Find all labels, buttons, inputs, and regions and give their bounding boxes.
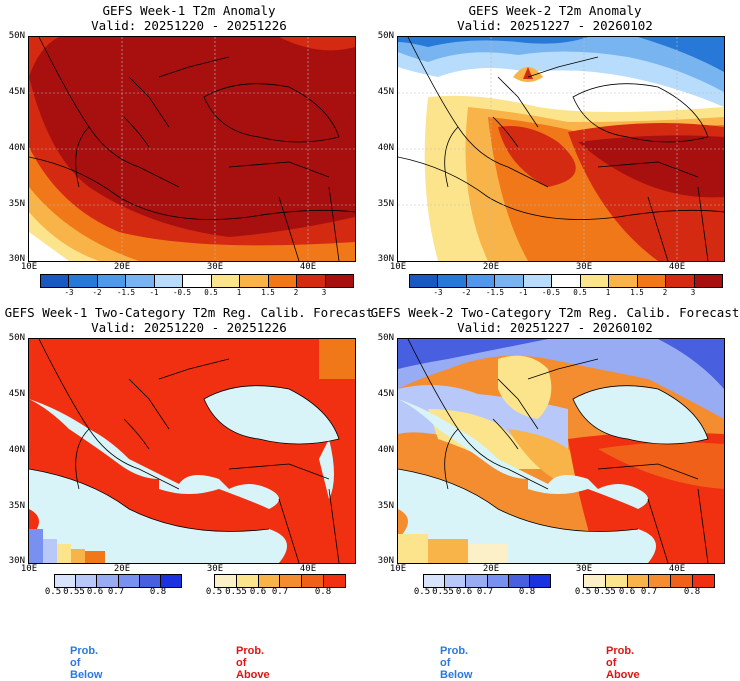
panel-valid-dates: Valid: 20251220 - 20251226 xyxy=(91,320,287,335)
lon-label: 40E xyxy=(299,262,317,272)
colorbar-tick: -1.5 xyxy=(116,288,136,297)
lat-label: 30N xyxy=(8,556,25,566)
lat-label: 45N xyxy=(8,87,25,97)
colorbar-tick: 1.5 xyxy=(261,288,275,297)
lat-label: 40N xyxy=(377,445,394,455)
lat-label: 40N xyxy=(8,143,25,153)
colorbar-tick: -1 xyxy=(518,288,528,297)
panel-title: GEFS Week-1 T2m Anomaly xyxy=(102,3,276,18)
lat-label: 35N xyxy=(377,501,394,511)
anomaly-colorbar xyxy=(40,274,354,288)
above-tick: 0.8 xyxy=(314,587,332,597)
below-tick: 0.6 xyxy=(455,587,473,597)
map-week2-anomaly xyxy=(397,36,725,262)
colorbar-tick: -2 xyxy=(461,288,471,297)
lat-label: 45N xyxy=(377,87,394,97)
prob-above-label: Prob. of Above xyxy=(606,645,640,681)
lon-label: 20E xyxy=(113,564,131,574)
colorbar-tick: 2 xyxy=(293,288,299,297)
below-tick: 0.8 xyxy=(149,587,167,597)
lat-label: 45N xyxy=(8,389,25,399)
lat-label: 50N xyxy=(8,31,25,41)
above-tick: 0.8 xyxy=(683,587,701,597)
lon-label: 30E xyxy=(206,262,224,272)
colorbar-tick: 1 xyxy=(605,288,611,297)
colorbar-tick: 1 xyxy=(236,288,242,297)
prob-below-label: Prob. of Below xyxy=(70,645,103,681)
above-colorbar xyxy=(583,574,715,588)
lat-label: 30N xyxy=(377,254,394,264)
colorbar-tick: -0.5 xyxy=(172,288,192,297)
lat-label: 50N xyxy=(377,31,394,41)
lon-label: 30E xyxy=(206,564,224,574)
lon-label: 40E xyxy=(668,262,686,272)
lat-label: 35N xyxy=(8,199,25,209)
colorbar-tick: -0.5 xyxy=(541,288,561,297)
above-tick: 0.55 xyxy=(594,587,616,597)
colorbar-tick: 3 xyxy=(321,288,327,297)
below-tick: 0.55 xyxy=(432,587,454,597)
above-colorbar xyxy=(214,574,346,588)
lat-label: 35N xyxy=(8,501,25,511)
lat-label: 40N xyxy=(8,445,25,455)
colorbar-tick: 1.5 xyxy=(630,288,644,297)
above-tick: 0.6 xyxy=(618,587,636,597)
below-tick: 0.55 xyxy=(63,587,85,597)
lon-label: 40E xyxy=(299,564,317,574)
above-tick: 0.55 xyxy=(225,587,247,597)
lon-label: 20E xyxy=(482,262,500,272)
lat-label: 40N xyxy=(377,143,394,153)
map-week2-probability xyxy=(397,338,725,564)
panel-title: GEFS Week-2 T2m Anomaly xyxy=(468,3,642,18)
above-tick: 0.5 xyxy=(205,587,223,597)
lon-label: 20E xyxy=(113,262,131,272)
lat-label: 45N xyxy=(377,389,394,399)
lon-label: 10E xyxy=(389,262,407,272)
lon-label: 40E xyxy=(668,564,686,574)
below-tick: 0.6 xyxy=(86,587,104,597)
lat-label: 50N xyxy=(8,333,25,343)
prob-below-label: Prob. of Below xyxy=(440,645,473,681)
lon-label: 10E xyxy=(20,262,38,272)
colorbar-tick: 2 xyxy=(662,288,668,297)
lon-label: 20E xyxy=(482,564,500,574)
map-week1-anomaly xyxy=(28,36,356,262)
colorbar-tick: -1 xyxy=(149,288,159,297)
lon-label: 30E xyxy=(575,564,593,574)
colorbar-tick: 3 xyxy=(690,288,696,297)
above-tick: 0.7 xyxy=(640,587,658,597)
colorbar-tick: 0.5 xyxy=(204,288,218,297)
panel-valid-dates: Valid: 20251220 - 20251226 xyxy=(91,18,287,33)
colorbar-tick: -3 xyxy=(64,288,74,297)
below-tick: 0.5 xyxy=(44,587,62,597)
colorbar-tick: 0.5 xyxy=(573,288,587,297)
below-colorbar xyxy=(423,574,551,588)
colorbar-tick: -1.5 xyxy=(485,288,505,297)
above-tick: 0.6 xyxy=(249,587,267,597)
colorbar-tick: -3 xyxy=(433,288,443,297)
lon-label: 10E xyxy=(20,564,38,574)
below-tick: 0.8 xyxy=(518,587,536,597)
map-week1-probability xyxy=(28,338,356,564)
below-tick: 0.7 xyxy=(107,587,125,597)
panel-valid-dates: Valid: 20251227 - 20260102 xyxy=(457,320,653,335)
lat-label: 30N xyxy=(8,254,25,264)
lon-label: 10E xyxy=(389,564,407,574)
lat-label: 30N xyxy=(377,556,394,566)
lat-label: 35N xyxy=(377,199,394,209)
prob-above-label: Prob. of Above xyxy=(236,645,270,681)
lat-label: 50N xyxy=(377,333,394,343)
anomaly-colorbar xyxy=(409,274,723,288)
below-tick: 0.5 xyxy=(413,587,431,597)
panel-title: GEFS Week-2 Two-Category T2m Reg. Calib.… xyxy=(370,305,740,320)
below-colorbar xyxy=(54,574,182,588)
panel-title: GEFS Week-1 Two-Category T2m Reg. Calib.… xyxy=(4,305,374,320)
colorbar-tick: -2 xyxy=(92,288,102,297)
panel-valid-dates: Valid: 20251227 - 20260102 xyxy=(457,18,653,33)
above-tick: 0.7 xyxy=(271,587,289,597)
above-tick: 0.5 xyxy=(574,587,592,597)
below-tick: 0.7 xyxy=(476,587,494,597)
lon-label: 30E xyxy=(575,262,593,272)
